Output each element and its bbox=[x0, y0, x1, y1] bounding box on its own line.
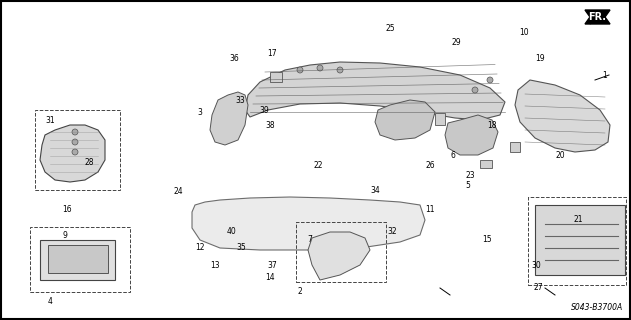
Bar bbox=[296, 222, 386, 282]
Polygon shape bbox=[40, 125, 105, 182]
Text: FR.: FR. bbox=[588, 12, 606, 22]
Circle shape bbox=[317, 65, 323, 71]
Circle shape bbox=[72, 139, 78, 145]
Text: 6: 6 bbox=[451, 150, 456, 159]
Text: 29: 29 bbox=[451, 37, 461, 46]
Text: 1: 1 bbox=[603, 70, 608, 79]
Text: 13: 13 bbox=[210, 260, 220, 269]
Text: 17: 17 bbox=[267, 49, 277, 58]
Polygon shape bbox=[445, 115, 498, 155]
Polygon shape bbox=[515, 80, 610, 152]
Bar bbox=[40, 240, 115, 280]
Text: 32: 32 bbox=[387, 228, 397, 236]
Bar bbox=[48, 245, 108, 273]
Bar bbox=[30, 227, 130, 292]
Text: 39: 39 bbox=[259, 106, 269, 115]
Text: 9: 9 bbox=[62, 230, 68, 239]
Polygon shape bbox=[210, 92, 248, 145]
Text: 20: 20 bbox=[555, 150, 565, 159]
Text: 28: 28 bbox=[85, 157, 94, 166]
Polygon shape bbox=[192, 197, 425, 250]
Text: 16: 16 bbox=[62, 205, 72, 214]
Polygon shape bbox=[245, 62, 505, 120]
Text: 22: 22 bbox=[313, 161, 322, 170]
Text: 36: 36 bbox=[229, 53, 239, 62]
Text: 35: 35 bbox=[236, 244, 246, 252]
Text: 14: 14 bbox=[265, 274, 275, 283]
Circle shape bbox=[297, 67, 303, 73]
Text: 2: 2 bbox=[298, 287, 302, 297]
Text: 4: 4 bbox=[47, 298, 52, 307]
Text: 10: 10 bbox=[519, 28, 529, 36]
Text: 18: 18 bbox=[487, 121, 497, 130]
Text: 23: 23 bbox=[465, 171, 475, 180]
Text: S043-B3700A: S043-B3700A bbox=[571, 303, 623, 312]
Text: 25: 25 bbox=[385, 23, 395, 33]
Text: 26: 26 bbox=[425, 161, 435, 170]
Text: 15: 15 bbox=[482, 236, 492, 244]
Text: 7: 7 bbox=[307, 236, 312, 244]
Text: 27: 27 bbox=[533, 284, 543, 292]
Text: 24: 24 bbox=[173, 188, 183, 196]
Circle shape bbox=[472, 87, 478, 93]
Bar bbox=[480, 160, 492, 168]
Text: FR.: FR. bbox=[590, 13, 608, 23]
Text: 3: 3 bbox=[198, 108, 203, 116]
Text: 33: 33 bbox=[235, 95, 245, 105]
Text: 38: 38 bbox=[265, 121, 275, 130]
Bar bbox=[528, 197, 626, 285]
Text: 21: 21 bbox=[573, 215, 583, 225]
Circle shape bbox=[72, 129, 78, 135]
Circle shape bbox=[337, 67, 343, 73]
Text: 12: 12 bbox=[195, 243, 204, 252]
Text: 31: 31 bbox=[45, 116, 55, 124]
Bar bbox=[435, 113, 445, 125]
Text: 40: 40 bbox=[227, 228, 237, 236]
Text: 19: 19 bbox=[535, 53, 545, 62]
Circle shape bbox=[72, 149, 78, 155]
Bar bbox=[270, 72, 282, 82]
Text: 34: 34 bbox=[370, 186, 380, 195]
Polygon shape bbox=[585, 10, 610, 24]
Text: 30: 30 bbox=[531, 260, 541, 269]
Text: 11: 11 bbox=[425, 205, 435, 214]
Polygon shape bbox=[375, 100, 435, 140]
Bar bbox=[35, 110, 120, 190]
Polygon shape bbox=[308, 232, 370, 280]
Text: 5: 5 bbox=[466, 180, 471, 189]
Circle shape bbox=[487, 77, 493, 83]
Bar bbox=[510, 142, 520, 152]
Text: 37: 37 bbox=[267, 260, 277, 269]
Bar bbox=[535, 205, 625, 275]
